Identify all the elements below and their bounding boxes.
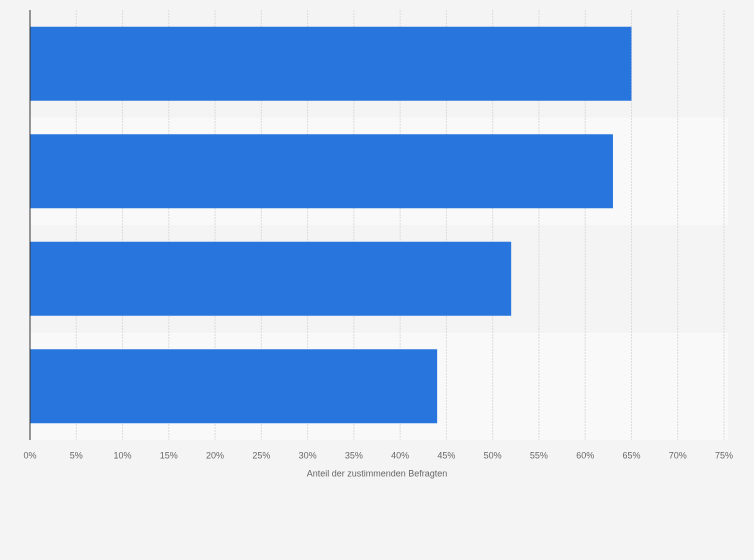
bar bbox=[30, 349, 438, 424]
x-tick-label: 60% bbox=[576, 450, 594, 460]
x-tick-label: 15% bbox=[160, 450, 178, 460]
x-tick-label: 70% bbox=[669, 450, 687, 460]
x-tick-label: 75% bbox=[715, 450, 733, 460]
x-tick-label: 20% bbox=[206, 450, 224, 460]
x-axis-title: Anteil der zustimmenden Befragten bbox=[307, 468, 448, 478]
x-tick-label: 0% bbox=[23, 450, 36, 460]
x-tick-label: 65% bbox=[622, 450, 640, 460]
x-tick-label: 50% bbox=[484, 450, 502, 460]
x-tick-label: 10% bbox=[114, 450, 132, 460]
x-tick-label: 55% bbox=[530, 450, 548, 460]
bar bbox=[30, 134, 613, 209]
x-tick-label: 35% bbox=[345, 450, 363, 460]
bar bbox=[30, 241, 512, 316]
bar bbox=[30, 26, 632, 101]
x-tick-label: 25% bbox=[252, 450, 270, 460]
x-tick-label: 40% bbox=[391, 450, 409, 460]
x-tick-label: 45% bbox=[437, 450, 455, 460]
x-tick-label: 30% bbox=[299, 450, 317, 460]
x-tick-label: 5% bbox=[70, 450, 83, 460]
